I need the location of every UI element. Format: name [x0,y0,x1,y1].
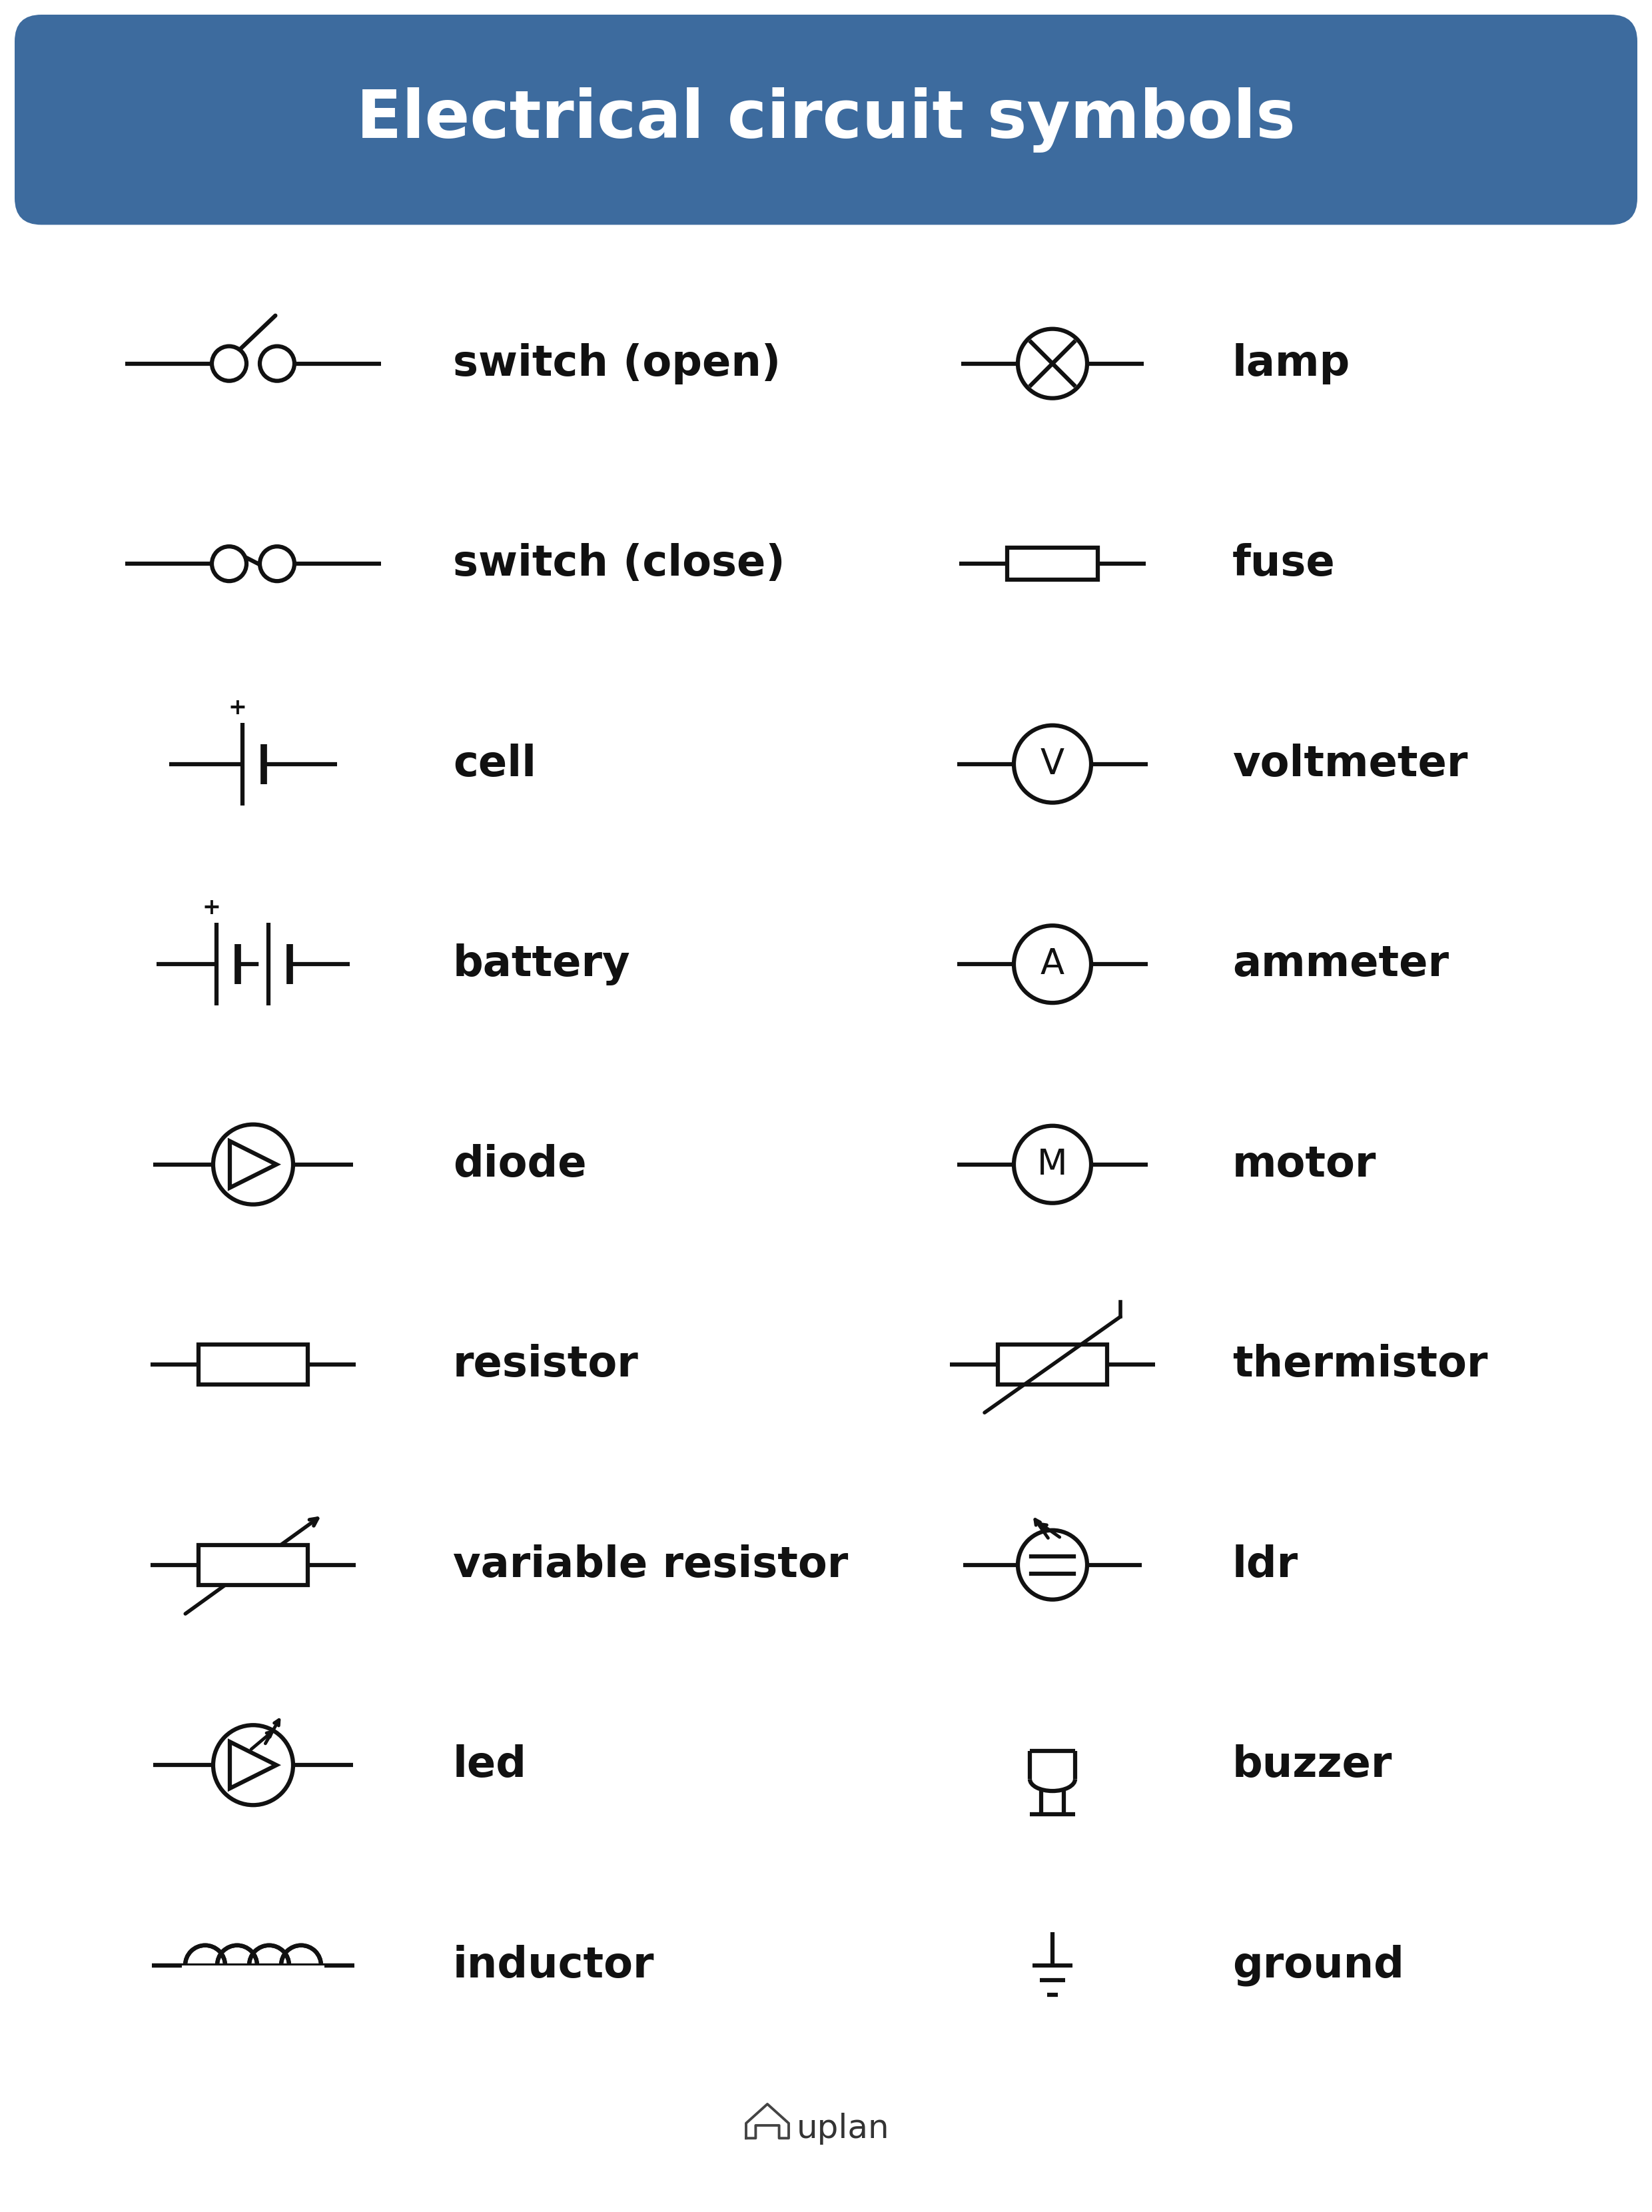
Text: +: + [228,697,246,719]
Text: A: A [1041,947,1064,982]
Circle shape [213,1124,292,1203]
Text: ground: ground [1232,1944,1404,1986]
Circle shape [1018,1531,1087,1599]
Text: battery: battery [453,942,631,984]
Circle shape [213,1725,292,1805]
Text: switch (close): switch (close) [453,544,785,584]
FancyBboxPatch shape [15,15,1637,226]
Circle shape [1014,726,1090,803]
Text: Electrical circuit symbols: Electrical circuit symbols [357,86,1295,153]
Text: diode: diode [453,1144,586,1186]
Bar [198,1544,307,1584]
Text: fuse: fuse [1232,544,1335,584]
Text: lamp: lamp [1232,343,1350,385]
Text: inductor: inductor [453,1944,654,1986]
Circle shape [211,546,246,582]
Bar [1008,549,1099,580]
Text: resistor: resistor [453,1345,639,1385]
Text: led: led [453,1745,527,1785]
Text: cell: cell [453,743,537,785]
Text: buzzer: buzzer [1232,1745,1393,1785]
Text: M: M [1037,1148,1067,1181]
Bar [182,1964,324,1993]
Text: ldr: ldr [1232,1544,1298,1586]
Text: switch (open): switch (open) [453,343,781,385]
Circle shape [259,347,294,380]
Bar [998,1345,1107,1385]
Circle shape [1014,925,1090,1002]
Text: thermistor: thermistor [1232,1345,1488,1385]
Text: uplan: uplan [796,2112,890,2146]
Circle shape [1018,330,1087,398]
Circle shape [1014,1126,1090,1203]
Circle shape [211,347,246,380]
Text: V: V [1041,748,1064,781]
Text: motor: motor [1232,1144,1376,1186]
Text: variable resistor: variable resistor [453,1544,847,1586]
Text: ammeter: ammeter [1232,945,1449,984]
Circle shape [259,546,294,582]
Text: +: + [202,896,220,918]
Bar [198,1345,307,1385]
Text: voltmeter: voltmeter [1232,743,1467,785]
